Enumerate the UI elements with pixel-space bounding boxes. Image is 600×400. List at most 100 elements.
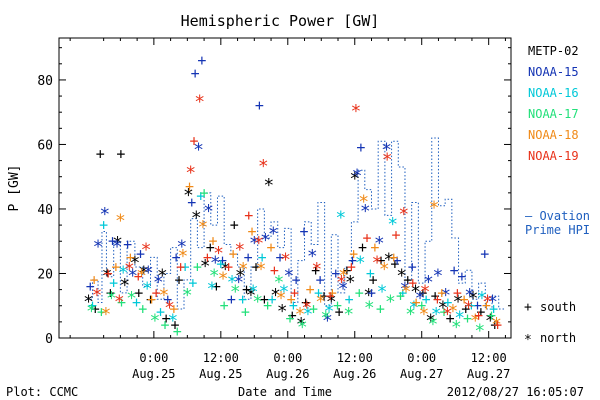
data-point-noaa-17: *: [474, 320, 485, 341]
data-point-noaa-18: +: [90, 271, 99, 289]
data-point-noaa-16: *: [278, 282, 289, 303]
data-point-noaa-15: +: [473, 297, 482, 315]
data-point-noaa-17: *: [343, 304, 354, 325]
data-point-noaa-16: +: [489, 300, 498, 318]
data-point-noaa-18: +: [111, 258, 120, 276]
data-point-noaa-16: *: [408, 298, 419, 319]
data-point-noaa-19: *: [301, 298, 312, 319]
data-point-noaa-16: +: [289, 297, 298, 315]
data-point-metp-02: *: [396, 265, 407, 286]
data-point-metp-02: *: [349, 169, 360, 190]
data-point-noaa-15: +: [218, 252, 227, 270]
data-point-noaa-16: *: [355, 253, 366, 274]
data-point-noaa-19: *: [185, 162, 196, 183]
data-point-noaa-15: +: [244, 248, 253, 266]
data-point-noaa-19: *: [420, 282, 431, 303]
data-point-noaa-17: +: [463, 310, 472, 328]
ovation-legend: — Ovation Prime HPI: [525, 209, 590, 237]
ovation-hpi-line: [86, 137, 506, 310]
y-axis-label: P [GW]: [7, 165, 22, 212]
data-point-metp-02: +: [431, 287, 440, 305]
data-point-noaa-15: *: [464, 285, 475, 306]
data-point-noaa-18: +: [437, 284, 446, 302]
data-point-metp-02: +: [369, 271, 378, 289]
data-point-noaa-15: *: [143, 262, 154, 283]
data-point-noaa-18: +: [370, 239, 379, 257]
data-point-noaa-17: *: [427, 314, 438, 335]
data-point-noaa-18: *: [115, 211, 126, 232]
data-point-metp-02: +: [106, 284, 115, 302]
data-point-noaa-18: *: [295, 304, 306, 325]
data-point-metp-02: *: [102, 265, 113, 286]
ovation-series: [86, 137, 506, 310]
x-tick-time-label: 0:00: [139, 351, 168, 365]
data-point-noaa-16: +: [132, 294, 141, 312]
data-point-noaa-17: *: [320, 307, 331, 328]
data-point-noaa-18: *: [276, 288, 287, 309]
data-point-noaa-18: *: [379, 259, 390, 280]
x-tick-time-label: 0:00: [407, 351, 436, 365]
y-axis: 0 20 40 60 80: [37, 47, 511, 347]
data-point-noaa-17: +: [286, 310, 295, 328]
data-point-noaa-19: *: [258, 156, 269, 177]
data-point-noaa-17: *: [86, 301, 97, 322]
data-point-noaa-15: *: [415, 288, 426, 309]
data-point-noaa-16: *: [167, 311, 178, 332]
data-point-noaa-17: +: [117, 294, 126, 312]
data-point-metp-02: +: [174, 271, 183, 289]
data-point-noaa-18: *: [315, 291, 326, 312]
data-point-noaa-17: +: [173, 323, 182, 341]
data-point-noaa-17: +: [417, 297, 426, 315]
data-point-noaa-17: +: [333, 297, 342, 315]
data-point-metp-02: *: [363, 285, 374, 306]
data-point-noaa-16: *: [454, 307, 465, 328]
data-point-noaa-19: *: [253, 233, 264, 254]
data-point-noaa-19: *: [350, 101, 361, 122]
data-point-metp-02: *: [200, 256, 211, 277]
data-point-metp-02: *: [425, 311, 436, 332]
data-point-noaa-16: *: [387, 214, 398, 235]
data-point-noaa-18: *: [401, 282, 412, 303]
data-point-noaa-16: +: [258, 248, 267, 266]
data-point-noaa-17: +: [97, 303, 106, 321]
data-point-metp-02: +: [162, 310, 171, 328]
data-point-metp-02: *: [345, 272, 356, 293]
data-point-noaa-16: *: [142, 278, 153, 299]
data-point-noaa-19: +: [363, 229, 372, 247]
ovation-label-line1: — Ovation: [525, 209, 590, 223]
x-tick-date-label: Aug.26: [333, 367, 376, 381]
data-point-noaa-15: +: [356, 139, 365, 157]
data-point-noaa-19: +: [203, 248, 212, 266]
data-point-noaa-15: +: [191, 64, 200, 82]
y-tick-label: 40: [37, 203, 53, 218]
data-point-noaa-19: +: [176, 258, 185, 276]
data-point-noaa-15: *: [193, 140, 204, 161]
data-point-noaa-19: +: [347, 258, 356, 276]
data-point-noaa-19: +: [244, 206, 253, 224]
data-point-metp-02: *: [485, 311, 496, 332]
x-tick-date-label: Aug.25: [132, 367, 175, 381]
data-point-metp-02: *: [183, 185, 194, 206]
x-tick-time-label: 12:00: [471, 351, 507, 365]
data-point-noaa-16: +: [345, 290, 354, 308]
data-point-noaa-17: *: [182, 285, 193, 306]
ovation-label-line2: Prime HPI: [525, 223, 590, 237]
data-point-noaa-16: +: [109, 274, 118, 292]
data-point-noaa-15: *: [423, 272, 434, 293]
data-point-metp-02: *: [410, 282, 421, 303]
data-point-noaa-18: *: [100, 304, 111, 325]
data-point-metp-02: +: [335, 303, 344, 321]
data-point-metp-02: *: [220, 259, 231, 280]
data-point-noaa-15: *: [176, 236, 187, 257]
legend: METP-02 NOAA-15 NOAA-16 NOAA-17 NOAA-18 NOAA-…: [528, 44, 579, 163]
data-point-noaa-15: +: [299, 223, 308, 241]
data-point-noaa-19: *: [372, 253, 383, 274]
data-point-noaa-16: +: [268, 290, 277, 308]
data-point-noaa-15: *: [352, 165, 363, 186]
data-point-noaa-18: +: [306, 281, 315, 299]
data-point-noaa-17: +: [487, 306, 496, 324]
data-point-noaa-19: *: [336, 272, 347, 293]
data-point-noaa-16: *: [248, 282, 259, 303]
data-point-noaa-16: *: [227, 272, 238, 293]
plot-area-frame: [58, 37, 512, 339]
